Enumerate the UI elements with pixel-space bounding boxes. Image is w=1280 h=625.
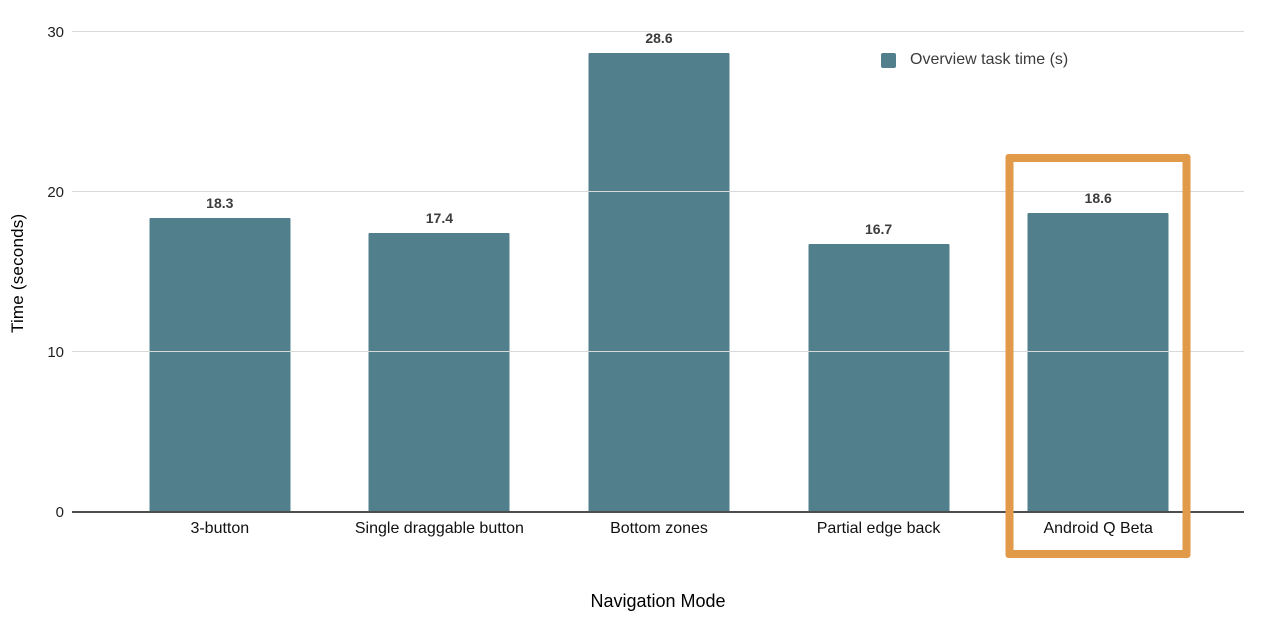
gridline-20	[72, 191, 1244, 192]
value-label-5: 18.6	[1084, 190, 1112, 207]
value-label-4: 16.7	[864, 220, 893, 237]
y-tick-label-0: 0	[55, 504, 64, 521]
bar-slot-2: 17.4 Single draggable button	[330, 33, 550, 537]
y-tick-label-30: 30	[47, 24, 64, 41]
bar-3	[588, 53, 730, 511]
highlight-box	[1005, 154, 1191, 558]
gridline-10	[72, 351, 1244, 352]
bar-slot-5: 18.6 Android Q Beta	[988, 33, 1208, 558]
bar-slot-3: 28.6 Bottom zones	[549, 30, 769, 537]
bar-5	[1027, 213, 1169, 511]
bar-slot-4: 16.7 Partial edge back	[769, 33, 989, 537]
legend-label: Overview task time (s)	[910, 51, 1069, 68]
legend-swatch-icon	[881, 52, 896, 68]
category-label-4: Partial edge back	[816, 520, 941, 537]
category-label-1: 3-button	[190, 520, 250, 537]
value-label-1: 18.3	[206, 195, 234, 212]
y-tick-label-10: 10	[47, 344, 64, 361]
plot-area: 18.3 3-button 17.4 Single draggable button 2…	[72, 30, 1244, 558]
category-label-5: Android Q Beta	[1043, 520, 1153, 537]
category-label-2: Single draggable button	[354, 520, 524, 537]
value-label-3: 28.6	[645, 30, 673, 47]
legend: Overview task time (s)	[881, 51, 1068, 69]
bar-slot-1: 18.3 3-button	[110, 33, 330, 537]
bars-row: 18.3 3-button 17.4 Single draggable button 2…	[110, 30, 1208, 558]
category-label-3: Bottom zones	[610, 520, 708, 537]
value-label-2: 17.4	[425, 209, 454, 226]
x-axis-title: Navigation Mode	[590, 591, 726, 611]
bar-4	[808, 243, 950, 511]
y-tick-label-20: 20	[47, 184, 64, 201]
bar-2	[368, 232, 510, 511]
bar-1	[149, 218, 291, 511]
gridline-30	[72, 31, 1244, 32]
y-axis-title: Time (seconds)	[8, 213, 27, 333]
